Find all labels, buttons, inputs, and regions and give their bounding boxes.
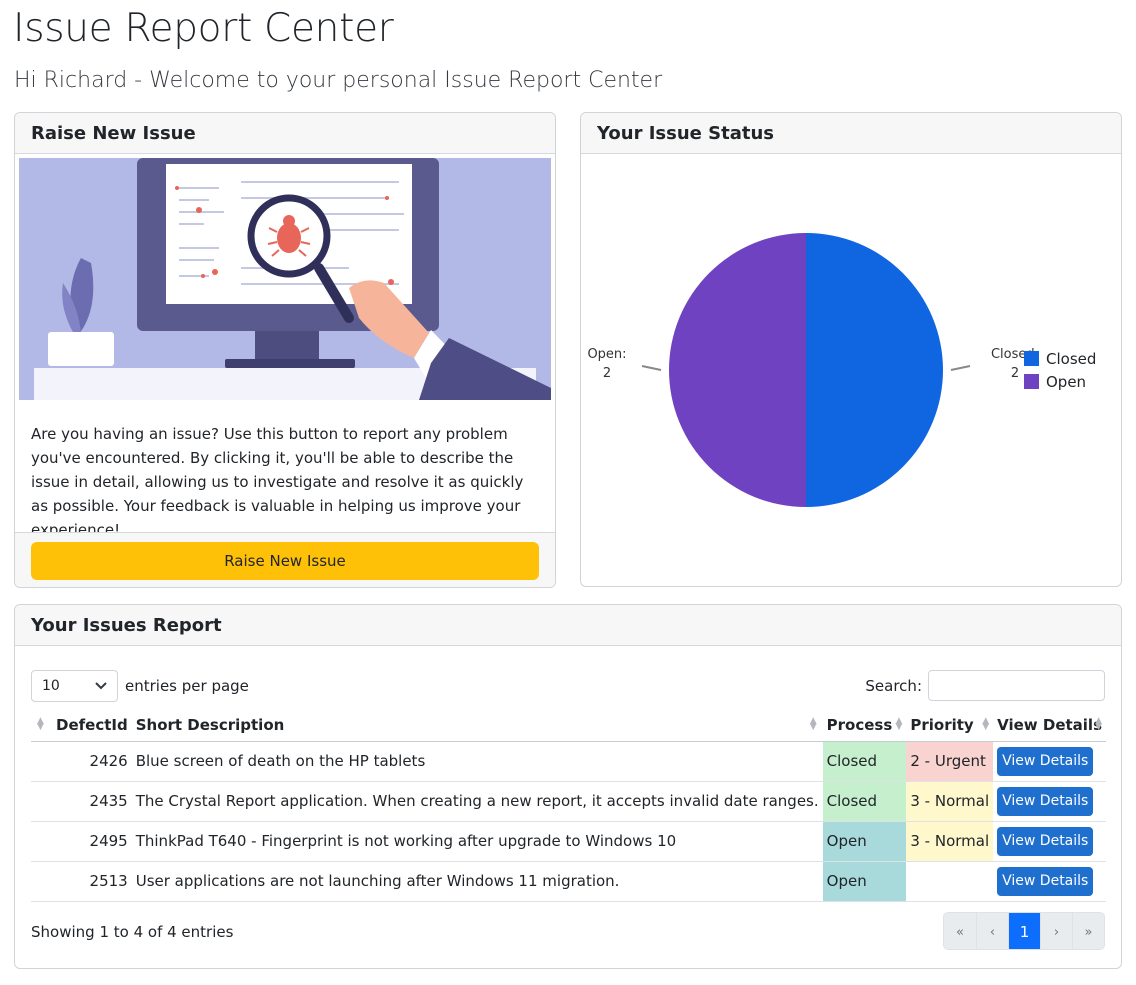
previous-page-button[interactable]: ‹ xyxy=(976,913,1008,949)
slice-label-value: 2 xyxy=(603,366,611,381)
defect-id-cell: 2495 xyxy=(31,821,132,862)
column-label: Process xyxy=(826,716,893,735)
priority-cell: 2 - Urgent xyxy=(906,741,994,782)
column-header-short-description[interactable]: Short Description ▲ ▼ xyxy=(131,710,823,742)
raise-issue-description: Are you having an issue? Use this button… xyxy=(31,425,524,539)
sort-icon: ▲ ▼ xyxy=(1095,716,1102,732)
page-subtitle: Hi Richard - Welcome to your personal Is… xyxy=(14,68,663,93)
view-details-cell: View Details xyxy=(993,741,1106,782)
page-title: Issue Report Center xyxy=(13,6,394,51)
table-controls: 10 entries per page Search: xyxy=(31,670,1105,702)
view-details-cell: View Details xyxy=(993,861,1106,902)
chevron-down-icon xyxy=(95,682,107,690)
slice-label-leader xyxy=(641,365,662,371)
priority-cell: 3 - Normal xyxy=(906,781,994,822)
column-label: DefectId xyxy=(56,716,128,735)
process-cell: Open xyxy=(822,821,907,862)
issues-table: ▲ ▼ DefectId Short Description ▲ ▼ Process… xyxy=(31,710,1106,902)
table-row: 2513 User applications are not launching… xyxy=(31,861,1106,902)
sort-icon: ▲ ▼ xyxy=(895,716,903,732)
table-header-row: ▲ ▼ DefectId Short Description ▲ ▼ Process… xyxy=(31,710,1106,742)
legend-label: Open xyxy=(1046,373,1086,391)
process-cell: Closed xyxy=(822,741,907,782)
column-label: Short Description xyxy=(135,716,285,735)
entries-per-page-label: entries per page xyxy=(125,677,249,695)
legend-label: Closed xyxy=(1046,350,1096,368)
first-page-button[interactable]: « xyxy=(944,913,976,949)
raise-new-issue-button[interactable]: Raise New Issue xyxy=(31,542,539,580)
sort-icon: ▲ ▼ xyxy=(809,716,817,732)
column-label: Priority xyxy=(910,716,974,735)
column-label: View Details xyxy=(997,716,1102,735)
page-1-button[interactable]: 1 xyxy=(1008,913,1040,949)
search-input[interactable] xyxy=(928,670,1105,701)
issues-report-header: Your Issues Report xyxy=(15,605,1121,646)
column-header-process[interactable]: Process ▲ ▼ xyxy=(822,710,907,742)
last-page-button[interactable]: » xyxy=(1072,913,1104,949)
raise-issue-header: Raise New Issue xyxy=(15,113,555,154)
view-details-button[interactable]: View Details xyxy=(997,866,1094,896)
slice-label-value: 2 xyxy=(1011,366,1019,381)
issues-report-card: Your Issues Report 10 entries per page S… xyxy=(14,604,1122,969)
description-cell: Blue screen of death on the HP tablets xyxy=(131,741,823,782)
description-cell: ThinkPad T640 - Fingerprint is not worki… xyxy=(131,821,823,862)
priority-cell: 3 - Normal xyxy=(906,821,994,862)
view-details-cell: View Details xyxy=(993,821,1106,862)
slice-label-leader xyxy=(950,365,971,371)
table-row: 2426 Blue screen of death on the HP tabl… xyxy=(31,741,1106,782)
pagination: « ‹ 1 › » xyxy=(943,912,1105,950)
issue-status-header: Your Issue Status xyxy=(581,113,1121,154)
defect-id-cell: 2426 xyxy=(31,741,132,782)
column-header-defectid[interactable]: ▲ ▼ DefectId xyxy=(31,710,132,742)
description-cell: The Crystal Report application. When cre… xyxy=(131,781,823,822)
search-label: Search: xyxy=(865,677,922,695)
sort-icon: ▲ ▼ xyxy=(37,716,44,732)
raise-issue-card: Raise New Issue xyxy=(14,112,556,588)
raise-issue-footer: Raise New Issue xyxy=(15,532,555,587)
legend-swatch xyxy=(1024,351,1039,366)
priority-cell xyxy=(906,861,994,902)
table-row: 2495 ThinkPad T640 - Fingerprint is not … xyxy=(31,821,1106,862)
table-info: Showing 1 to 4 of 4 entries xyxy=(31,923,234,941)
pie-slice-open xyxy=(669,233,806,507)
next-page-button[interactable]: › xyxy=(1040,913,1072,949)
process-cell: Closed xyxy=(822,781,907,822)
pie-slice-closed xyxy=(806,233,943,507)
issue-status-card: Your Issue Status Closed: 2 Open: 2 Closed Op… xyxy=(580,112,1122,587)
table-row: 2435 The Crystal Report application. Whe… xyxy=(31,781,1106,822)
view-details-button[interactable]: View Details xyxy=(997,786,1094,816)
description-cell: User applications are not launching afte… xyxy=(131,861,823,902)
column-header-priority[interactable]: Priority ▲ ▼ xyxy=(906,710,994,742)
defect-id-cell: 2435 xyxy=(31,781,132,822)
view-details-button[interactable]: View Details xyxy=(997,746,1094,776)
entries-per-page-value: 10 xyxy=(42,678,60,694)
view-details-button[interactable]: View Details xyxy=(997,826,1094,856)
defect-id-cell: 2513 xyxy=(31,861,132,902)
view-details-cell: View Details xyxy=(993,781,1106,822)
entries-per-page-select[interactable]: 10 xyxy=(31,670,118,702)
column-header-view-details[interactable]: View Details ▲ ▼ xyxy=(993,710,1106,742)
legend-swatch xyxy=(1024,374,1039,389)
process-cell: Open xyxy=(822,861,907,902)
bug-search-illustration xyxy=(19,158,551,400)
slice-label-name: Open: xyxy=(587,347,626,362)
sort-icon: ▲ ▼ xyxy=(982,716,990,732)
